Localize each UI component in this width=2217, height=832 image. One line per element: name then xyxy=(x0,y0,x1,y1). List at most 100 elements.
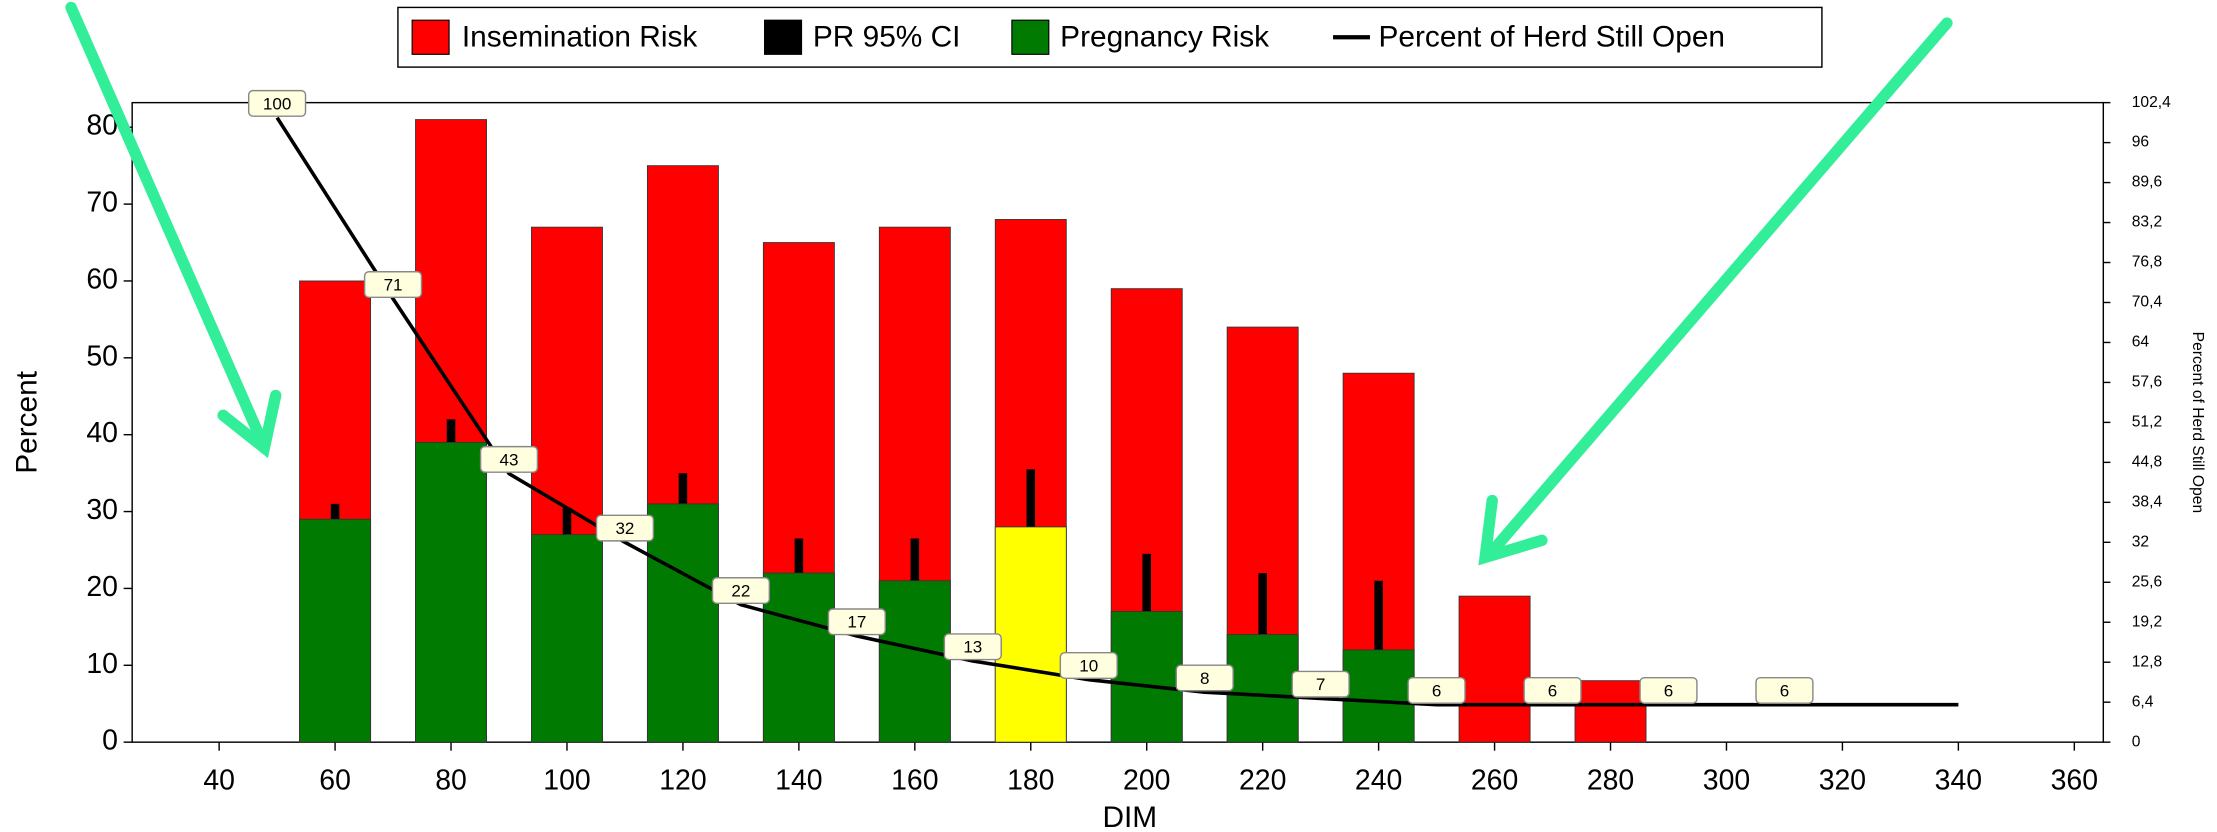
x-tick-label: 200 xyxy=(1123,764,1170,796)
y2-tick-label: 32 xyxy=(2132,533,2149,550)
annotation-arrows xyxy=(65,1,1953,566)
data-label: 43 xyxy=(500,450,519,469)
y2-axis-label: Percent of Herd Still Open xyxy=(2189,332,2206,514)
data-label-box xyxy=(479,445,539,473)
data-label-box xyxy=(363,271,423,299)
plot: 40 60 80 100 120 140 160 180 200 220 240 260 280 300 3… xyxy=(86,89,2171,796)
x-tick-label: 60 xyxy=(319,764,351,796)
bar xyxy=(994,526,1067,743)
y2-tick-label: 76,8 xyxy=(2132,254,2163,271)
data-label-box xyxy=(595,514,655,542)
data-label: 6 xyxy=(1432,681,1441,700)
data-label-box xyxy=(1523,676,1582,704)
error-bar xyxy=(1142,553,1151,612)
arrow-left-head xyxy=(217,389,282,459)
y-tick-label: 10 xyxy=(86,648,118,680)
bar xyxy=(1574,680,1647,743)
x-tick-label: 140 xyxy=(775,764,822,796)
data-label: 6 xyxy=(1548,681,1557,700)
bar xyxy=(1110,611,1183,743)
x-tick-label: 120 xyxy=(659,764,706,796)
x-tick-label: 160 xyxy=(891,764,938,796)
data-label: 10 xyxy=(1079,656,1098,675)
legend-label: Percent of Herd Still Open xyxy=(1379,21,1726,54)
data-label: 17 xyxy=(847,613,866,632)
data-label-box xyxy=(1291,670,1350,698)
y2-tick-label: 12,8 xyxy=(2132,653,2163,670)
y-tick-label: 30 xyxy=(86,494,118,526)
arrow-left xyxy=(65,1,269,450)
y2-tick-label: 0 xyxy=(2132,733,2141,750)
data-label: 6 xyxy=(1664,681,1673,700)
error-bar xyxy=(330,503,340,520)
y2-tick-label: 64 xyxy=(2132,334,2150,351)
x-tick-label: 260 xyxy=(1471,764,1518,796)
x-tick-label: 40 xyxy=(203,764,235,796)
y-axis-label: Percent xyxy=(10,370,43,474)
y-tick-label: 0 xyxy=(102,725,118,757)
x-tick-label: 360 xyxy=(2051,764,2098,796)
data-label: 7 xyxy=(1316,675,1325,694)
legend-box xyxy=(397,6,1823,68)
x-tick-label: 80 xyxy=(435,764,467,796)
data-label: 32 xyxy=(615,519,634,538)
data-label: 8 xyxy=(1200,669,1209,688)
legend-label: PR 95% CI xyxy=(813,21,961,54)
bar xyxy=(1226,634,1299,743)
bar xyxy=(878,580,951,743)
y-tick-label: 40 xyxy=(86,417,118,449)
x-tick-label: 340 xyxy=(1935,764,1982,796)
error-bar xyxy=(794,538,804,574)
x-tick-label: 320 xyxy=(1819,764,1866,796)
data-label: 22 xyxy=(731,581,750,600)
data-label-box xyxy=(711,577,771,605)
legend-label: Insemination Risk xyxy=(462,21,697,54)
arrow-right-head xyxy=(1478,494,1548,566)
error-bar xyxy=(910,538,920,581)
data-label-box xyxy=(827,608,886,636)
error-bar xyxy=(562,507,572,535)
data-label-box xyxy=(1407,676,1466,704)
x-axis-label: DIM xyxy=(1102,801,1157,832)
y2-tick-label: 96 xyxy=(2132,134,2149,151)
data-label-box xyxy=(1755,676,1814,704)
y-tick-label: 50 xyxy=(86,340,118,372)
data-label: 13 xyxy=(963,638,982,657)
bar xyxy=(1458,595,1531,743)
y-tick-label: 20 xyxy=(86,571,118,603)
y2-tick-label: 83,2 xyxy=(2132,214,2162,231)
bar xyxy=(415,441,487,743)
data-label: 71 xyxy=(384,275,403,294)
legend: Insemination Risk PR 95% CI Pregnancy Risk… xyxy=(411,19,1726,55)
x-tick-label: 220 xyxy=(1239,764,1286,796)
y2-tick-label: 19,2 xyxy=(2132,613,2162,630)
data-label-box xyxy=(247,89,307,117)
y2-tick-label: 57,6 xyxy=(2132,374,2162,391)
error-bar xyxy=(678,473,688,504)
bar xyxy=(1342,649,1415,743)
y2-tick-label: 102,4 xyxy=(2132,94,2171,111)
x-tick-label: 100 xyxy=(543,764,590,796)
data-label-box xyxy=(1175,664,1234,692)
x-tick-label: 280 xyxy=(1587,764,1634,796)
legend-label: Pregnancy Risk xyxy=(1060,21,1269,54)
error-bar xyxy=(1374,580,1383,650)
x-tick-label: 300 xyxy=(1703,764,1750,796)
y2-tick-label: 89,6 xyxy=(2132,174,2162,191)
line xyxy=(275,116,1959,707)
y2-tick-label: 38,4 xyxy=(2132,493,2163,510)
x-tick-label: 180 xyxy=(1007,764,1054,796)
error-bar xyxy=(1026,469,1036,527)
y2-tick-label: 51,2 xyxy=(2132,414,2162,431)
y2-tick-label: 25,6 xyxy=(2132,573,2162,590)
y-tick-label: 70 xyxy=(86,187,118,219)
data-label-box xyxy=(1639,676,1698,704)
bar xyxy=(531,534,603,743)
legend-swatch xyxy=(1011,19,1050,55)
arrow-right xyxy=(1483,17,1953,561)
legend-swatch xyxy=(411,19,450,55)
data-label: 100 xyxy=(263,94,291,113)
y2-tick-label: 70,4 xyxy=(2132,294,2163,311)
